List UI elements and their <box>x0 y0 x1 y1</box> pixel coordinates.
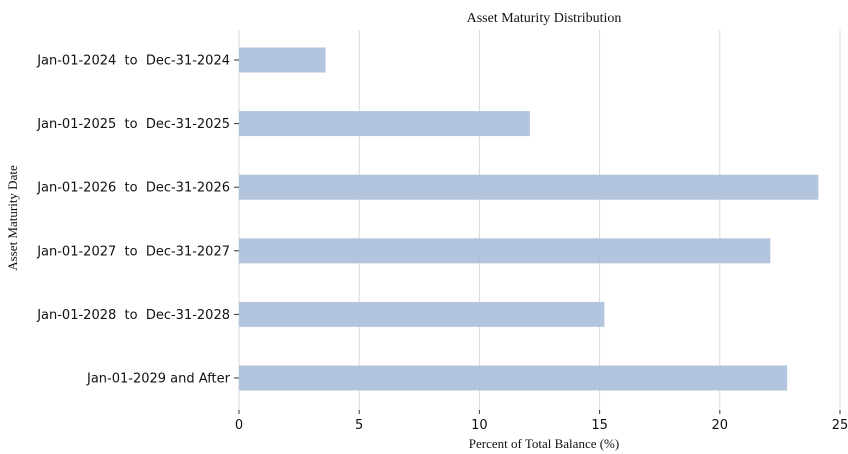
bar <box>239 301 605 327</box>
y-tick-label: Jan-01-2028 to Dec-31-2028 <box>36 308 230 323</box>
x-tick-label: 25 <box>832 418 848 433</box>
y-tick-label: Jan-01-2027 to Dec-31-2027 <box>36 244 230 259</box>
bar <box>239 111 530 137</box>
chart-title: Asset Maturity Distribution <box>467 11 622 26</box>
x-tick-label: 0 <box>235 418 243 433</box>
bar <box>239 47 326 73</box>
y-tick-labels: Jan-01-2024 to Dec-31-2024 Jan-01-2025 to… <box>36 54 239 387</box>
gridlines <box>238 30 841 410</box>
bar <box>239 365 788 391</box>
x-axis-label: Percent of Total Balance (%) <box>469 436 619 451</box>
bars <box>239 47 819 391</box>
y-axis-label: Asset Maturity Date <box>5 165 20 271</box>
x-tick-label: 20 <box>712 418 729 433</box>
y-tick-label: Jan-01-2025 to Dec-31-2025 <box>36 117 230 132</box>
x-tick-label: 15 <box>591 418 608 433</box>
bar <box>239 174 819 200</box>
y-tick-label: Jan-01-2026 to Dec-31-2026 <box>36 181 230 196</box>
x-tick-label: 10 <box>471 418 488 433</box>
bar <box>239 238 771 264</box>
x-tick-labels: 0 5 10 15 20 25 <box>235 410 848 433</box>
y-tick-label: Jan-01-2029 and After <box>86 372 231 387</box>
x-tick-label: 5 <box>355 418 363 433</box>
y-tick-label: Jan-01-2024 to Dec-31-2024 <box>36 54 230 69</box>
